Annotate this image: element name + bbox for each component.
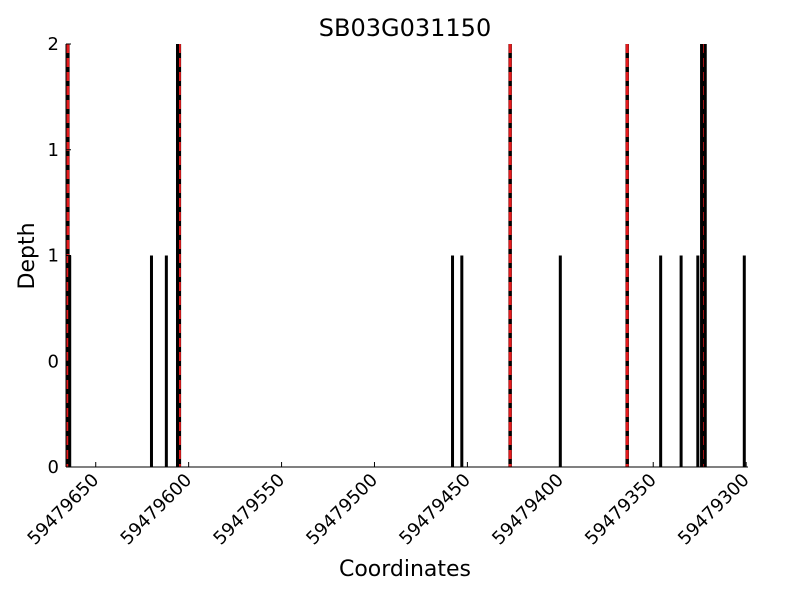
y-axis-title: Depth [15, 222, 40, 289]
bar [175, 44, 179, 467]
x-tick-label: 59479650 [24, 470, 104, 550]
x-axis-title: Coordinates [339, 557, 471, 582]
chart-title: SB03G031150 [319, 14, 491, 42]
bars [68, 44, 746, 467]
y-tick-label: 1 [48, 140, 59, 161]
x-axis: 59479650 59479600 59479550 59479500 59479450… [24, 462, 754, 549]
y-tick-label: 0 [48, 457, 59, 478]
y-axis: 0 0 1 1 2 [48, 34, 71, 478]
bar [742, 255, 746, 467]
bar [700, 44, 704, 467]
bar [164, 255, 168, 467]
x-tick-label: 59479350 [581, 470, 661, 550]
x-tick-label: 59479550 [209, 470, 289, 550]
bar [460, 255, 464, 467]
reference-lines [66, 44, 706, 467]
bar [679, 255, 683, 467]
y-tick-label: 1 [48, 246, 59, 267]
bar [451, 255, 455, 467]
x-tick-label: 59479600 [117, 470, 197, 550]
x-tick-label: 59479450 [395, 470, 475, 550]
bar [703, 44, 707, 467]
bar [696, 255, 700, 467]
bar [149, 255, 153, 467]
x-tick-label: 59479300 [674, 470, 754, 550]
bar [659, 255, 663, 467]
x-tick-label: 59479400 [488, 470, 568, 550]
y-tick-label: 0 [48, 351, 59, 372]
y-tick-label: 2 [48, 34, 59, 55]
bar [558, 255, 562, 467]
x-tick-label: 59479500 [302, 470, 382, 550]
